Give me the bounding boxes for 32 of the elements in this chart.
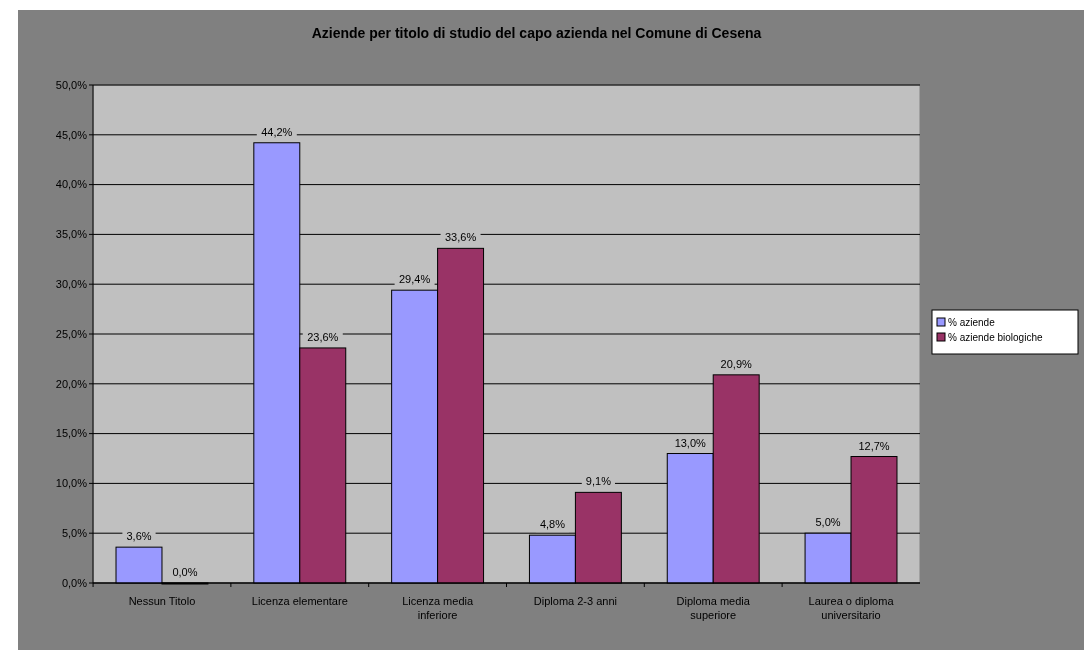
data-label: 9,1% <box>585 475 612 488</box>
x-tick-label: Licenza media inferiore <box>402 595 474 621</box>
y-tick-label: 45,0% <box>55 128 88 141</box>
data-label: 13,0% <box>674 436 707 449</box>
data-label: 4,8% <box>539 518 566 531</box>
y-tick-label: 5,0% <box>61 527 88 540</box>
y-tick-label: 40,0% <box>55 178 88 191</box>
y-tick-label: 25,0% <box>55 327 88 340</box>
data-label: 29,4% <box>399 273 431 286</box>
data-label: 3,6% <box>126 530 152 543</box>
data-label: 0,0% <box>172 566 198 578</box>
legend-label: % aziende <box>948 316 996 328</box>
x-tick-label: Nessun Titolo <box>128 595 196 607</box>
x-tick-label: Diploma 2-3 anni <box>533 595 617 607</box>
y-tick-label: 30,0% <box>55 278 88 291</box>
y-tick-label: 20,0% <box>55 377 88 390</box>
y-tick-label: 15,0% <box>55 427 88 440</box>
y-tick-label: 35,0% <box>55 228 88 241</box>
data-label: 20,9% <box>720 357 752 370</box>
data-label: 33,6% <box>444 231 477 244</box>
legend-label: % aziende biologiche <box>948 331 1043 343</box>
y-tick-label: 10,0% <box>55 477 88 490</box>
x-tick-label: Laurea o diploma universitario <box>808 595 895 621</box>
x-tick-label: Diploma media superiore <box>676 595 751 621</box>
chart-title: Aziende per titolo di studio del capo azienda nel Comune di Cesena <box>311 25 762 41</box>
data-label: 23,6% <box>307 330 339 343</box>
y-tick-label: 50,0% <box>55 78 88 91</box>
x-tick-label: Licenza elementare <box>251 595 348 607</box>
data-label: 5,0% <box>815 516 841 529</box>
data-label: 12,7% <box>858 439 890 452</box>
data-label: 44,2% <box>261 125 293 138</box>
y-tick-label: 0,0% <box>61 576 88 589</box>
